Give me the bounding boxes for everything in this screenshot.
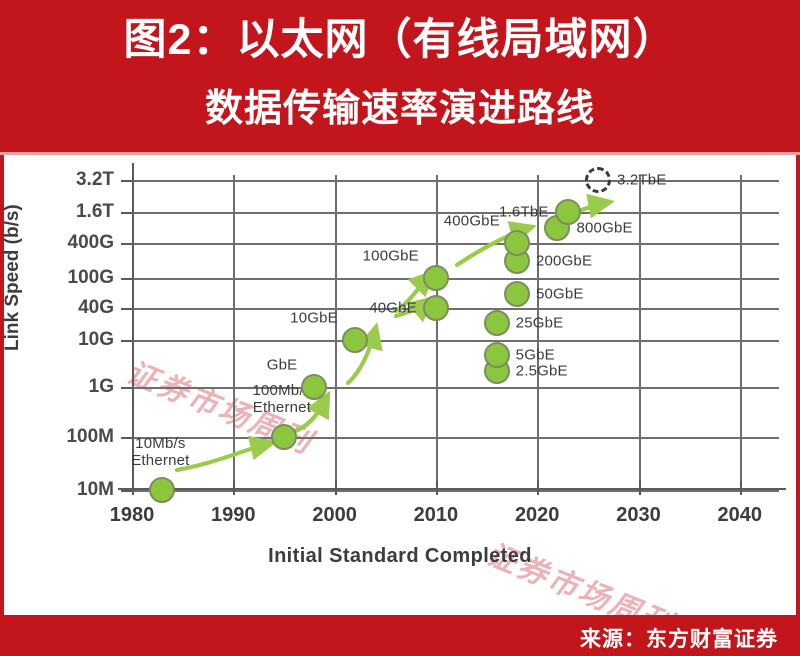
y-axis-tick [121, 278, 133, 280]
gridline-horizontal [132, 340, 779, 342]
gridline-vertical [739, 175, 742, 490]
y-axis-tick-label: 1G [88, 376, 114, 397]
gridline-horizontal [132, 278, 779, 280]
x-axis-tick [739, 481, 742, 495]
data-point-label: 2.5GbE [515, 362, 568, 380]
ethernet-speed-point[interactable] [422, 265, 449, 291]
ethernet-speed-point[interactable] [270, 424, 297, 450]
x-axis-tick-label: 2030 [616, 504, 661, 526]
ethernet-speed-point[interactable] [483, 310, 510, 336]
gridline-horizontal [132, 180, 779, 182]
ethernet-speed-point[interactable] [149, 477, 176, 503]
data-point-label: 10GbE [290, 309, 338, 327]
x-axis-tick [334, 481, 337, 495]
y-axis-tick-label: 100G [67, 267, 114, 288]
chart-area: 证券市场周刊 Link Speed (b/s) 3.2T 1.6T 400G 100G… [2, 155, 796, 643]
gridline-vertical [435, 175, 438, 490]
x-axis-tick-label: 2010 [413, 504, 459, 526]
x-axis-tick-label: 1990 [211, 504, 256, 526]
y-axis-tick-label: 10M [77, 479, 114, 500]
page-title-line1: 图2：以太网（有线局域网） [123, 16, 677, 64]
data-point-label: 3.2TbE [616, 171, 667, 189]
x-axis-tick-label: 2020 [514, 504, 560, 526]
y-axis-tick-label: 1.6T [75, 201, 114, 222]
y-axis-tick [121, 387, 133, 389]
ethernet-speed-point[interactable] [554, 199, 581, 225]
x-axis-tick [435, 481, 438, 495]
footer-banner: 来源：东方财富证券 [0, 615, 800, 656]
gridline-vertical [638, 175, 641, 490]
ethernet-speed-point[interactable] [503, 230, 530, 256]
gridline-horizontal [132, 308, 779, 310]
page-title-line2: 数据传输速率演进路线 [204, 88, 595, 130]
data-point-label: 1.6TbE [499, 203, 549, 221]
x-axis-line [118, 488, 786, 490]
data-point-label: 50GbE [535, 285, 584, 303]
y-axis-tick [121, 243, 133, 245]
frame-border-right [796, 155, 800, 615]
data-point-label: 200GbE [535, 252, 593, 270]
gridline-vertical [334, 175, 337, 490]
gridline-horizontal [132, 212, 779, 214]
data-point-label: 100Mb/s Ethernet [252, 382, 312, 416]
data-point-label: GbE [266, 356, 298, 374]
gridline-horizontal [132, 437, 779, 439]
y-axis-tick-label: 100M [66, 426, 114, 447]
data-point-label: 100GbE [362, 247, 419, 265]
y-axis-tick [121, 212, 133, 214]
y-axis-tick [121, 180, 133, 182]
y-axis-tick [121, 308, 133, 310]
gridline-vertical [233, 175, 236, 490]
ethernet-speed-point[interactable] [341, 327, 368, 353]
x-axis-tick [537, 481, 540, 495]
y-axis-tick-label: 3.2T [75, 169, 114, 190]
source-attribution: 来源：东方财富证券 [580, 628, 778, 651]
data-point-label: 400GbE [443, 212, 500, 230]
ethernet-speed-point[interactable] [483, 342, 510, 368]
plot-region: 3.2T 1.6T 400G 100G 40G 10G 1G 100M 10M 1980 1990… [66, 163, 786, 526]
data-point-label: 5GbE [515, 346, 555, 364]
x-axis-tick-label: 1980 [109, 504, 155, 526]
ethernet-speed-point[interactable] [301, 374, 328, 400]
data-point-label: 25GbE [515, 314, 564, 332]
y-axis-line [132, 163, 134, 493]
header-banner: 图2：以太网（有线局域网） 数据传输速率演进路线 [0, 0, 800, 155]
frame-border-left [0, 155, 4, 615]
y-axis-tick [121, 490, 133, 492]
gridline-horizontal [132, 243, 779, 245]
y-axis-tick-label: 10G [78, 329, 114, 350]
x-axis-tick-label: 2040 [717, 504, 763, 526]
gridline-horizontal [132, 387, 779, 389]
ethernet-speed-point[interactable] [503, 281, 530, 307]
future-speed-point[interactable] [584, 167, 611, 193]
ethernet-speed-point[interactable] [422, 295, 449, 321]
x-axis-tick-label: 2000 [312, 504, 357, 526]
x-axis-tick [233, 481, 236, 495]
x-axis-tick [638, 481, 641, 495]
y-axis-tick-label: 40G [78, 297, 114, 318]
header-divider [0, 152, 800, 155]
x-axis-tick [132, 481, 134, 495]
y-axis-title: Link Speed (b/s) [2, 204, 23, 351]
data-point-label: 800GbE [576, 219, 633, 237]
x-axis-title: Initial Standard Completed [268, 545, 532, 567]
y-axis-tick [121, 340, 133, 342]
gridline-horizontal [132, 490, 779, 492]
gridline-vertical [537, 175, 540, 490]
data-point-label: 10Mb/s Ethernet [131, 435, 190, 469]
y-axis-tick [121, 437, 133, 439]
data-point-label: 40GbE [369, 299, 417, 317]
y-axis-tick-label: 400G [67, 232, 114, 253]
